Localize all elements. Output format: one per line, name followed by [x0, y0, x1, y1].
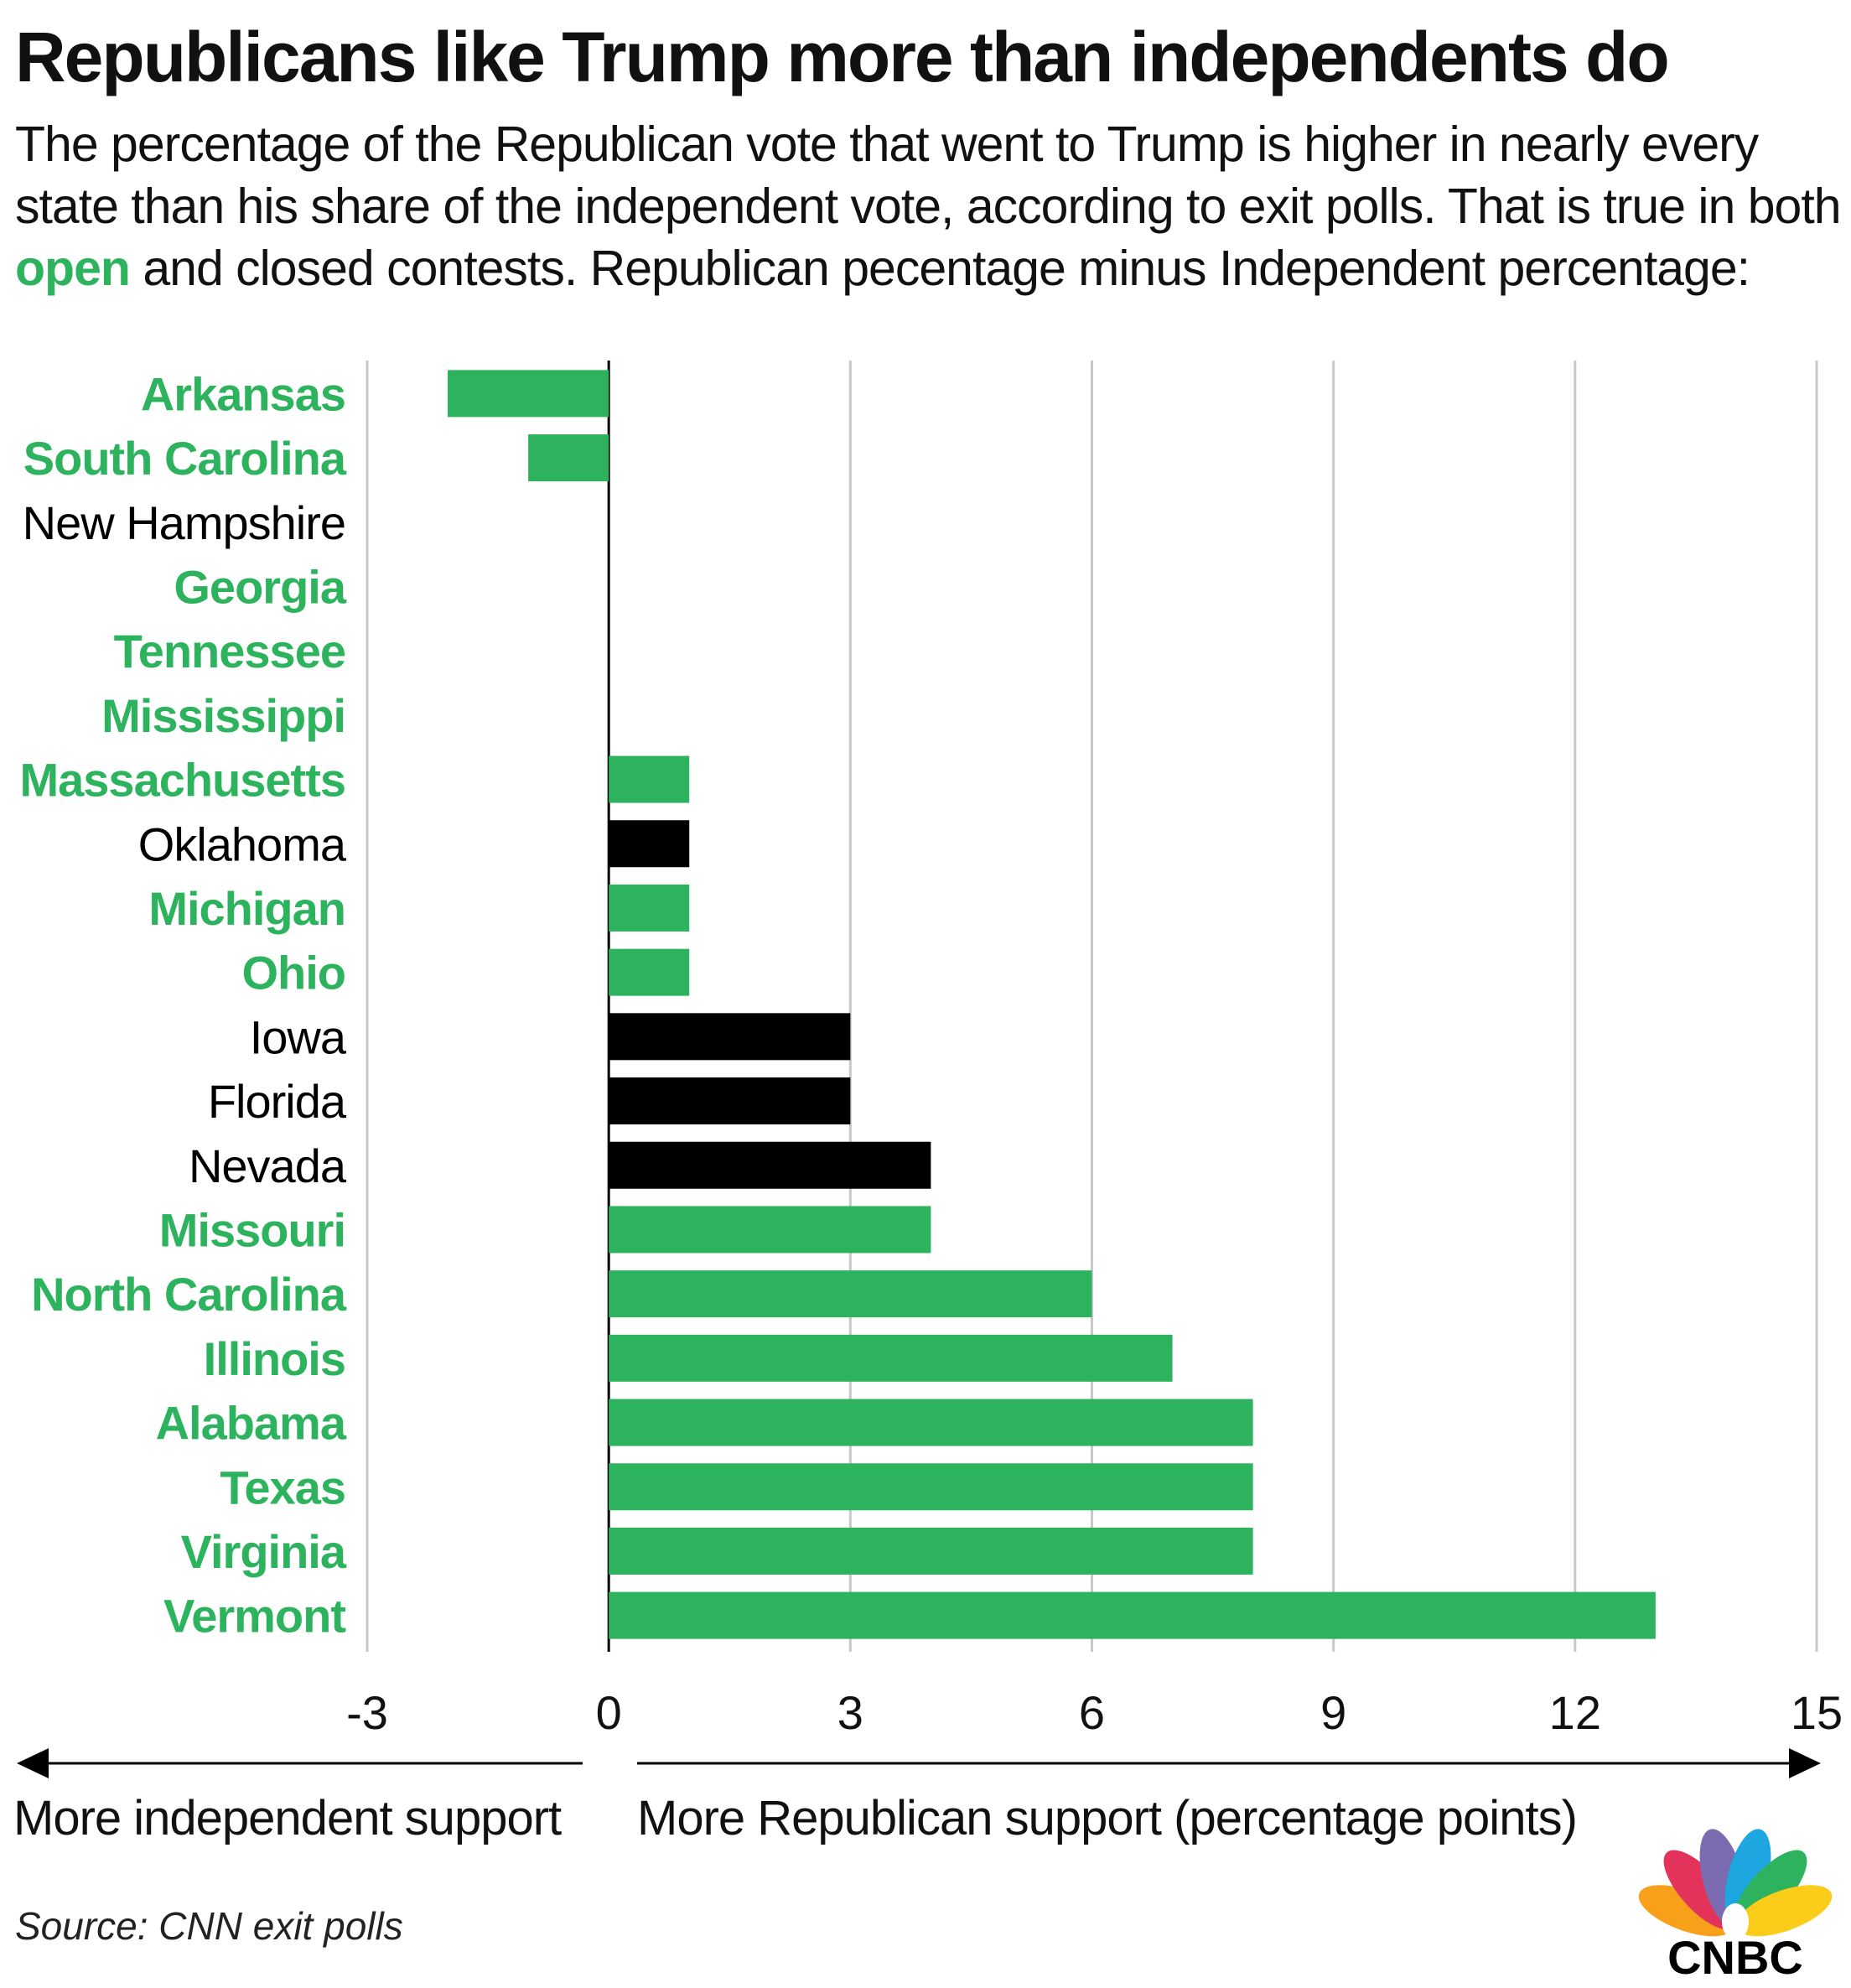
- bar-chart: Arkansas South Carolina New Hampshire Georg…: [13, 361, 1843, 1845]
- right-arrow-head-icon: [1789, 1748, 1821, 1778]
- x-tick-label: 3: [837, 1686, 863, 1739]
- bar: [609, 1591, 1656, 1639]
- state-label: Tennessee: [114, 625, 345, 677]
- cnbc-logo: CNBC: [1638, 1829, 1833, 1979]
- bar: [609, 1527, 1253, 1575]
- x-tick-label: 12: [1549, 1686, 1601, 1739]
- peacock-feather: [1736, 1885, 1833, 1937]
- nbc-peacock-icon: [1638, 1829, 1833, 1940]
- bar: [609, 1399, 1253, 1446]
- state-label: Iowa: [250, 1010, 347, 1063]
- x-tick-label: 9: [1320, 1686, 1346, 1739]
- peacock-body: [1722, 1903, 1749, 1940]
- bar: [609, 1334, 1173, 1382]
- state-label: Texas: [220, 1461, 345, 1513]
- bar: [609, 1270, 1092, 1318]
- state-label: Florida: [208, 1075, 347, 1128]
- bar: [609, 1463, 1253, 1511]
- state-label: Nevada: [189, 1139, 347, 1192]
- state-label: Georgia: [174, 560, 346, 613]
- state-label: Ohio: [241, 947, 345, 999]
- state-label: Mississippi: [101, 689, 345, 742]
- subtitle-open-highlight: open: [15, 241, 131, 296]
- left-direction-label: More independent support: [13, 1791, 562, 1845]
- subtitle-text-2: and closed contests. Republican pecentag…: [129, 241, 1750, 296]
- x-tick-label: 15: [1791, 1686, 1843, 1739]
- bar: [448, 370, 609, 418]
- bar: [609, 1013, 851, 1061]
- state-label: Vermont: [163, 1590, 345, 1643]
- right-direction-label: More Republican support (percentage poin…: [637, 1791, 1577, 1845]
- state-label: South Carolina: [23, 432, 347, 485]
- state-label: Illinois: [204, 1332, 345, 1385]
- bar: [609, 884, 690, 932]
- chart-subtitle: The percentage of the Republican vote th…: [15, 113, 1843, 299]
- bars: [448, 370, 1656, 1639]
- grid-lines: [366, 361, 1818, 1652]
- state-label: Massachusetts: [19, 754, 345, 807]
- state-label: Alabama: [156, 1397, 347, 1450]
- state-label: Missouri: [159, 1203, 345, 1256]
- bar: [609, 1141, 931, 1189]
- cnbc-logo-text: CNBC: [1667, 1931, 1803, 1979]
- state-labels: Arkansas South Carolina New Hampshire Georg…: [19, 367, 347, 1643]
- bar: [609, 1077, 851, 1125]
- x-tick-label: 0: [596, 1686, 622, 1739]
- x-axis-ticks: -3 0 3 6 9 12 15: [346, 1686, 1843, 1739]
- direction-arrows: More independent support More Republican …: [13, 1748, 1821, 1845]
- source-note: Source: CNN exit polls: [15, 1904, 403, 1948]
- bar: [609, 1206, 931, 1254]
- subtitle-text-1: The percentage of the Republican vote th…: [15, 117, 1842, 234]
- bar: [609, 820, 690, 868]
- bar: [609, 948, 690, 996]
- bar: [528, 434, 609, 482]
- chart-title: Republicans like Trump more than indepen…: [15, 18, 1670, 96]
- state-label: North Carolina: [31, 1268, 347, 1321]
- state-label: Oklahoma: [138, 818, 347, 870]
- state-label: Virginia: [181, 1525, 347, 1578]
- bar: [609, 755, 690, 803]
- x-tick-label: -3: [346, 1686, 388, 1739]
- state-label: Arkansas: [141, 367, 345, 420]
- state-label: Michigan: [148, 882, 345, 935]
- left-arrow-head-icon: [17, 1748, 49, 1778]
- state-label: New Hampshire: [23, 496, 345, 549]
- x-tick-label: 6: [1079, 1686, 1105, 1739]
